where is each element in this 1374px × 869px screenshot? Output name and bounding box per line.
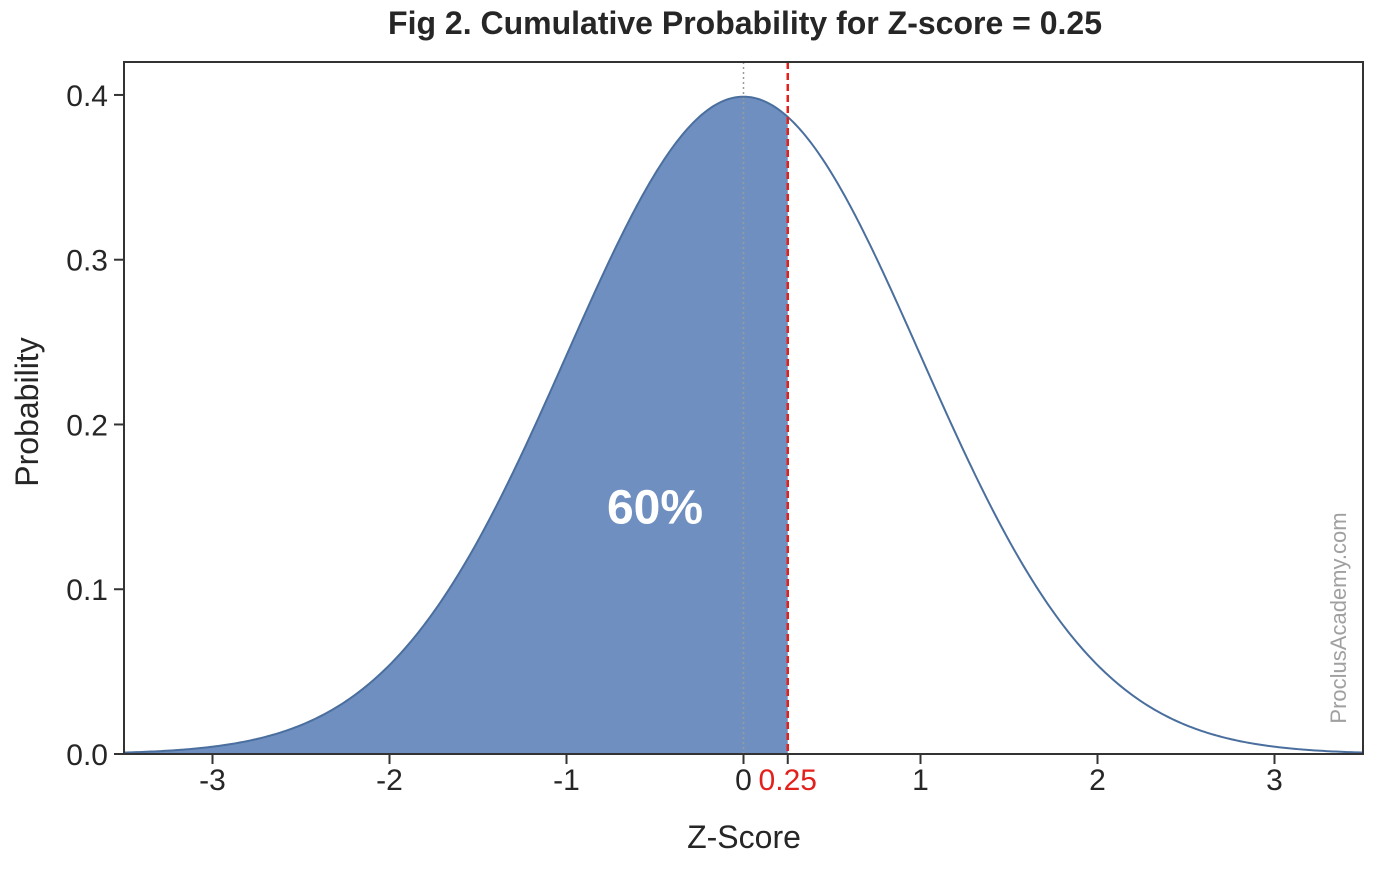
y-tick-label: 0.3 <box>66 245 108 278</box>
x-tick-label: -1 <box>553 764 580 797</box>
x-axis-label: Z-Score <box>687 819 801 855</box>
watermark-text: ProclusAcademy.com <box>1326 512 1351 723</box>
chart-title: Fig 2. Cumulative Probability for Z-scor… <box>388 5 1102 41</box>
x-tick-label: 1 <box>912 764 929 797</box>
y-tick-label: 0.1 <box>66 574 108 607</box>
shaded-area <box>124 96 788 754</box>
y-tick-label: 0.2 <box>66 409 108 442</box>
x-tick-label: 3 <box>1266 764 1283 797</box>
x-tick-label: -2 <box>376 764 403 797</box>
y-tick-label: 0.0 <box>66 739 108 772</box>
y-axis-label: Probability <box>9 337 45 486</box>
z-score-tick-label: 0.25 <box>759 764 817 797</box>
x-axis-ticks: -3 -2 -1 0 1 2 3 <box>199 754 1283 797</box>
x-tick-label: 2 <box>1089 764 1106 797</box>
shaded-percent-label: 60% <box>607 481 703 534</box>
y-tick-label: 0.4 <box>66 80 108 113</box>
x-tick-label: 0 <box>735 764 752 797</box>
plot-area <box>123 62 1364 754</box>
density-curve <box>123 95 1364 754</box>
y-axis-ticks: 0.0 0.1 0.2 0.3 0.4 <box>66 80 124 772</box>
x-tick-label: -3 <box>199 764 226 797</box>
